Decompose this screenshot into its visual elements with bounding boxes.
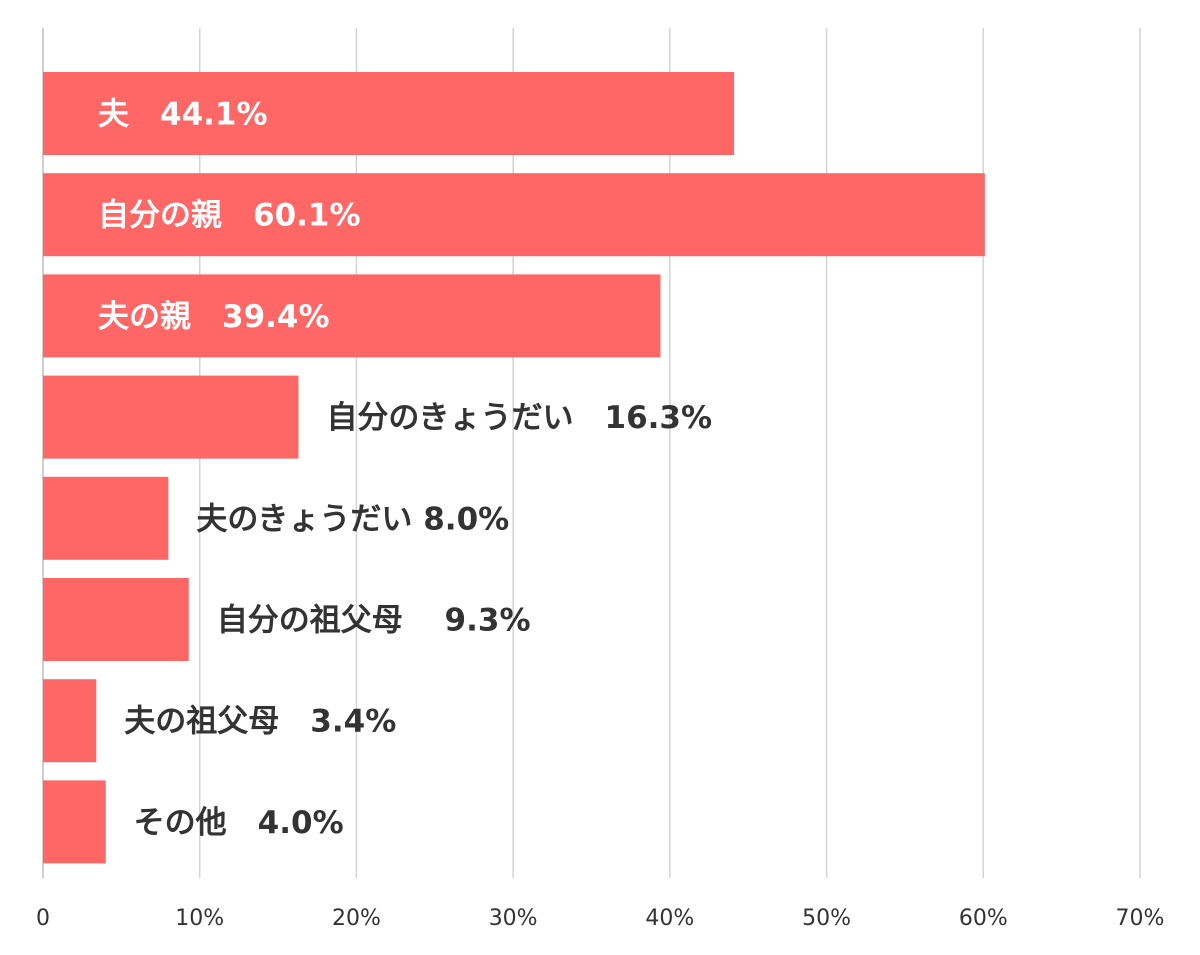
x-axis-ticks: 0 10% 20% 30% 40% 50% 60% 70% — [36, 906, 1164, 931]
bar-6 — [43, 679, 97, 763]
data-label-1: 自分の親 60.1% — [98, 198, 361, 234]
bar-3 — [43, 375, 299, 459]
x-tick-label-30: 30% — [489, 906, 538, 931]
gridlines — [42, 28, 1141, 878]
x-tick-label-40: 40% — [645, 906, 694, 931]
data-label-7: その他 4.0% — [134, 805, 344, 841]
bar-0 — [43, 72, 735, 155]
x-tick-label-20: 20% — [332, 906, 381, 931]
bar-2 — [43, 274, 661, 358]
data-labels: 夫 44.1% 自分の親 60.1% 夫の親 39.4% 自分のきょうだい 16.3%… — [98, 97, 712, 841]
x-tick-label-0: 0 — [36, 906, 50, 931]
data-label-0: 夫 44.1% — [98, 97, 268, 133]
bar-7 — [43, 780, 106, 864]
bar-4 — [43, 476, 169, 560]
data-label-2: 夫の親 39.4% — [98, 299, 330, 335]
bar-5 — [43, 578, 189, 661]
data-label-5: 自分の祖父母 9.3% — [217, 603, 531, 639]
x-tick-label-70: 70% — [1116, 906, 1165, 931]
bar-1 — [43, 173, 985, 257]
bars — [43, 72, 985, 864]
data-label-4: 夫のきょうだい 8.0% — [196, 501, 509, 537]
data-label-6: 夫の祖父母 3.4% — [124, 704, 396, 740]
x-tick-label-60: 60% — [959, 906, 1008, 931]
x-tick-label-50: 50% — [802, 906, 851, 931]
x-tick-label-10: 10% — [175, 906, 224, 931]
data-label-3: 自分のきょうだい 16.3% — [326, 400, 712, 436]
